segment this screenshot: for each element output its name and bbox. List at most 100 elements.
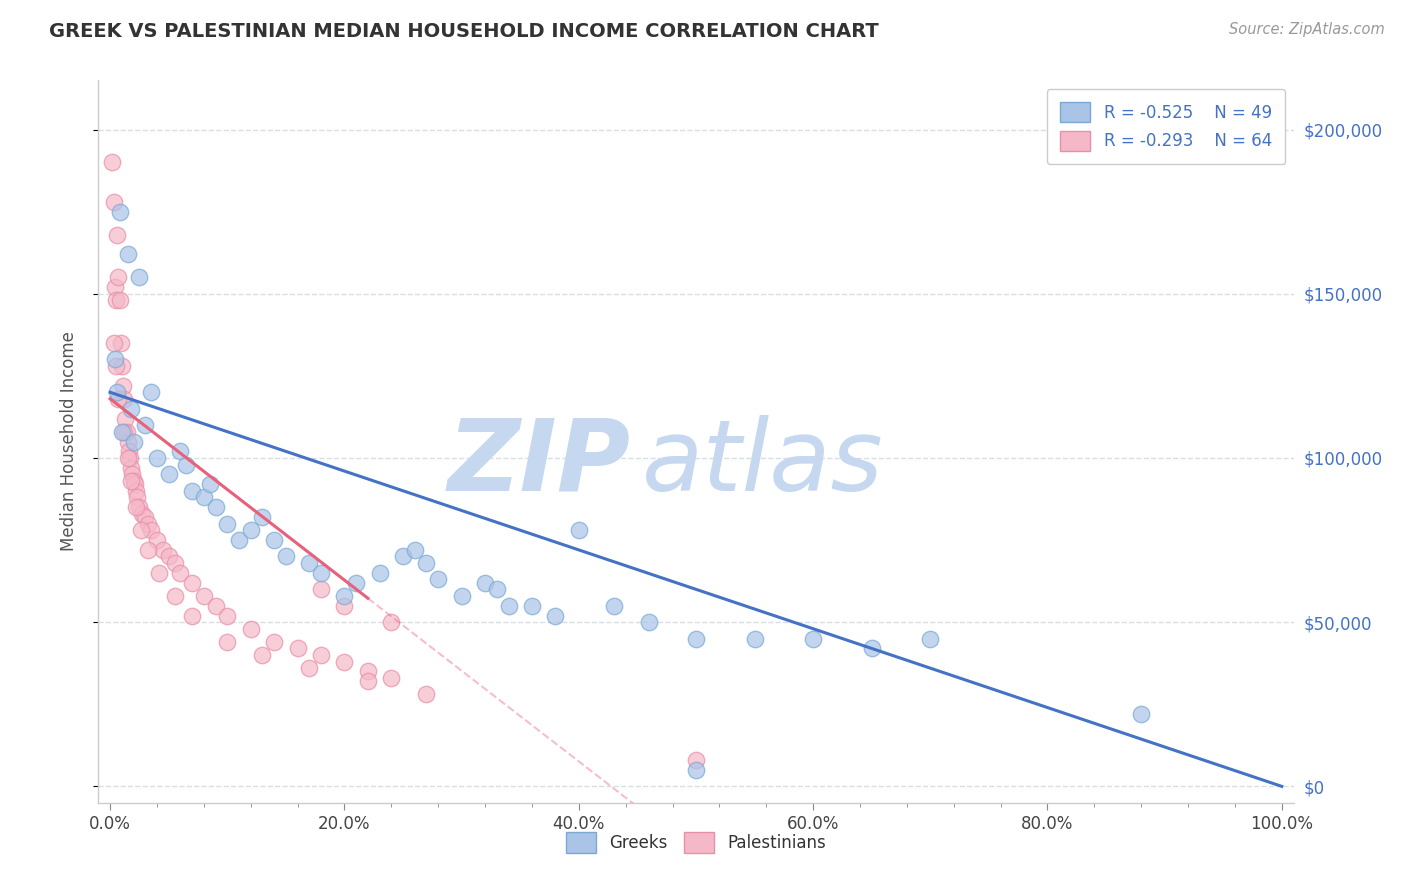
Point <box>125 483 148 498</box>
Point <box>105 293 128 308</box>
Point <box>134 418 156 433</box>
Point <box>252 510 274 524</box>
Point <box>193 589 215 603</box>
Point <box>427 573 450 587</box>
Point <box>136 542 159 557</box>
Point <box>252 648 274 662</box>
Point <box>120 450 141 465</box>
Point <box>122 474 145 488</box>
Point <box>217 635 239 649</box>
Point <box>157 467 180 482</box>
Point <box>120 401 142 416</box>
Point <box>120 474 142 488</box>
Point <box>120 460 142 475</box>
Point <box>217 608 239 623</box>
Point <box>163 556 186 570</box>
Point <box>685 753 707 767</box>
Point <box>122 434 145 449</box>
Point <box>112 392 135 406</box>
Point <box>263 635 285 649</box>
Point <box>169 566 191 580</box>
Point <box>146 533 169 547</box>
Point <box>117 247 139 261</box>
Point <box>204 599 226 613</box>
Point <box>239 622 262 636</box>
Point <box>112 378 135 392</box>
Point <box>450 589 472 603</box>
Point <box>333 599 356 613</box>
Point <box>103 194 125 209</box>
Point <box>638 615 661 630</box>
Point <box>141 385 163 400</box>
Point <box>298 556 321 570</box>
Point <box>163 589 186 603</box>
Point <box>110 336 132 351</box>
Point <box>309 582 332 597</box>
Point <box>128 270 150 285</box>
Point <box>685 632 707 646</box>
Point <box>380 615 402 630</box>
Point <box>344 575 367 590</box>
Point <box>520 599 543 613</box>
Point <box>108 293 131 308</box>
Point <box>685 763 707 777</box>
Point <box>112 425 135 439</box>
Point <box>103 336 125 351</box>
Point <box>380 671 402 685</box>
Point <box>111 425 134 439</box>
Point <box>181 608 204 623</box>
Point <box>114 411 136 425</box>
Point <box>392 549 415 564</box>
Point <box>357 674 380 689</box>
Point <box>204 500 226 515</box>
Y-axis label: Median Household Income: Median Household Income <box>59 332 77 551</box>
Point <box>239 523 262 537</box>
Point <box>107 392 129 406</box>
Point <box>198 477 221 491</box>
Point <box>111 359 134 373</box>
Text: atlas: atlas <box>643 415 884 512</box>
Point <box>107 270 129 285</box>
Point <box>105 359 128 373</box>
Point <box>118 444 141 458</box>
Point <box>125 500 148 515</box>
Point <box>474 575 496 590</box>
Point <box>274 549 297 564</box>
Point <box>129 523 152 537</box>
Text: ZIP: ZIP <box>447 415 630 512</box>
Point <box>169 444 191 458</box>
Point <box>181 483 204 498</box>
Point <box>404 542 426 557</box>
Point <box>148 566 170 580</box>
Point <box>127 491 149 505</box>
Point <box>744 632 766 646</box>
Point <box>544 608 567 623</box>
Point <box>309 648 332 662</box>
Point <box>141 523 163 537</box>
Point <box>108 204 131 219</box>
Point <box>146 450 169 465</box>
Point <box>357 665 380 679</box>
Point <box>115 425 138 439</box>
Point <box>263 533 285 547</box>
Point <box>498 599 520 613</box>
Point <box>485 582 508 597</box>
Point <box>174 458 197 472</box>
Point <box>920 632 942 646</box>
Point <box>333 589 356 603</box>
Point <box>181 575 204 590</box>
Point <box>860 641 883 656</box>
Point <box>287 641 309 656</box>
Point <box>117 434 139 449</box>
Point <box>1130 707 1153 722</box>
Point <box>152 542 174 557</box>
Point <box>193 491 215 505</box>
Point <box>309 566 332 580</box>
Point <box>603 599 626 613</box>
Point <box>228 533 250 547</box>
Point <box>105 385 128 400</box>
Point <box>157 549 180 564</box>
Point <box>134 510 156 524</box>
Point <box>136 516 159 531</box>
Legend: Greeks, Palestinians: Greeks, Palestinians <box>560 826 832 860</box>
